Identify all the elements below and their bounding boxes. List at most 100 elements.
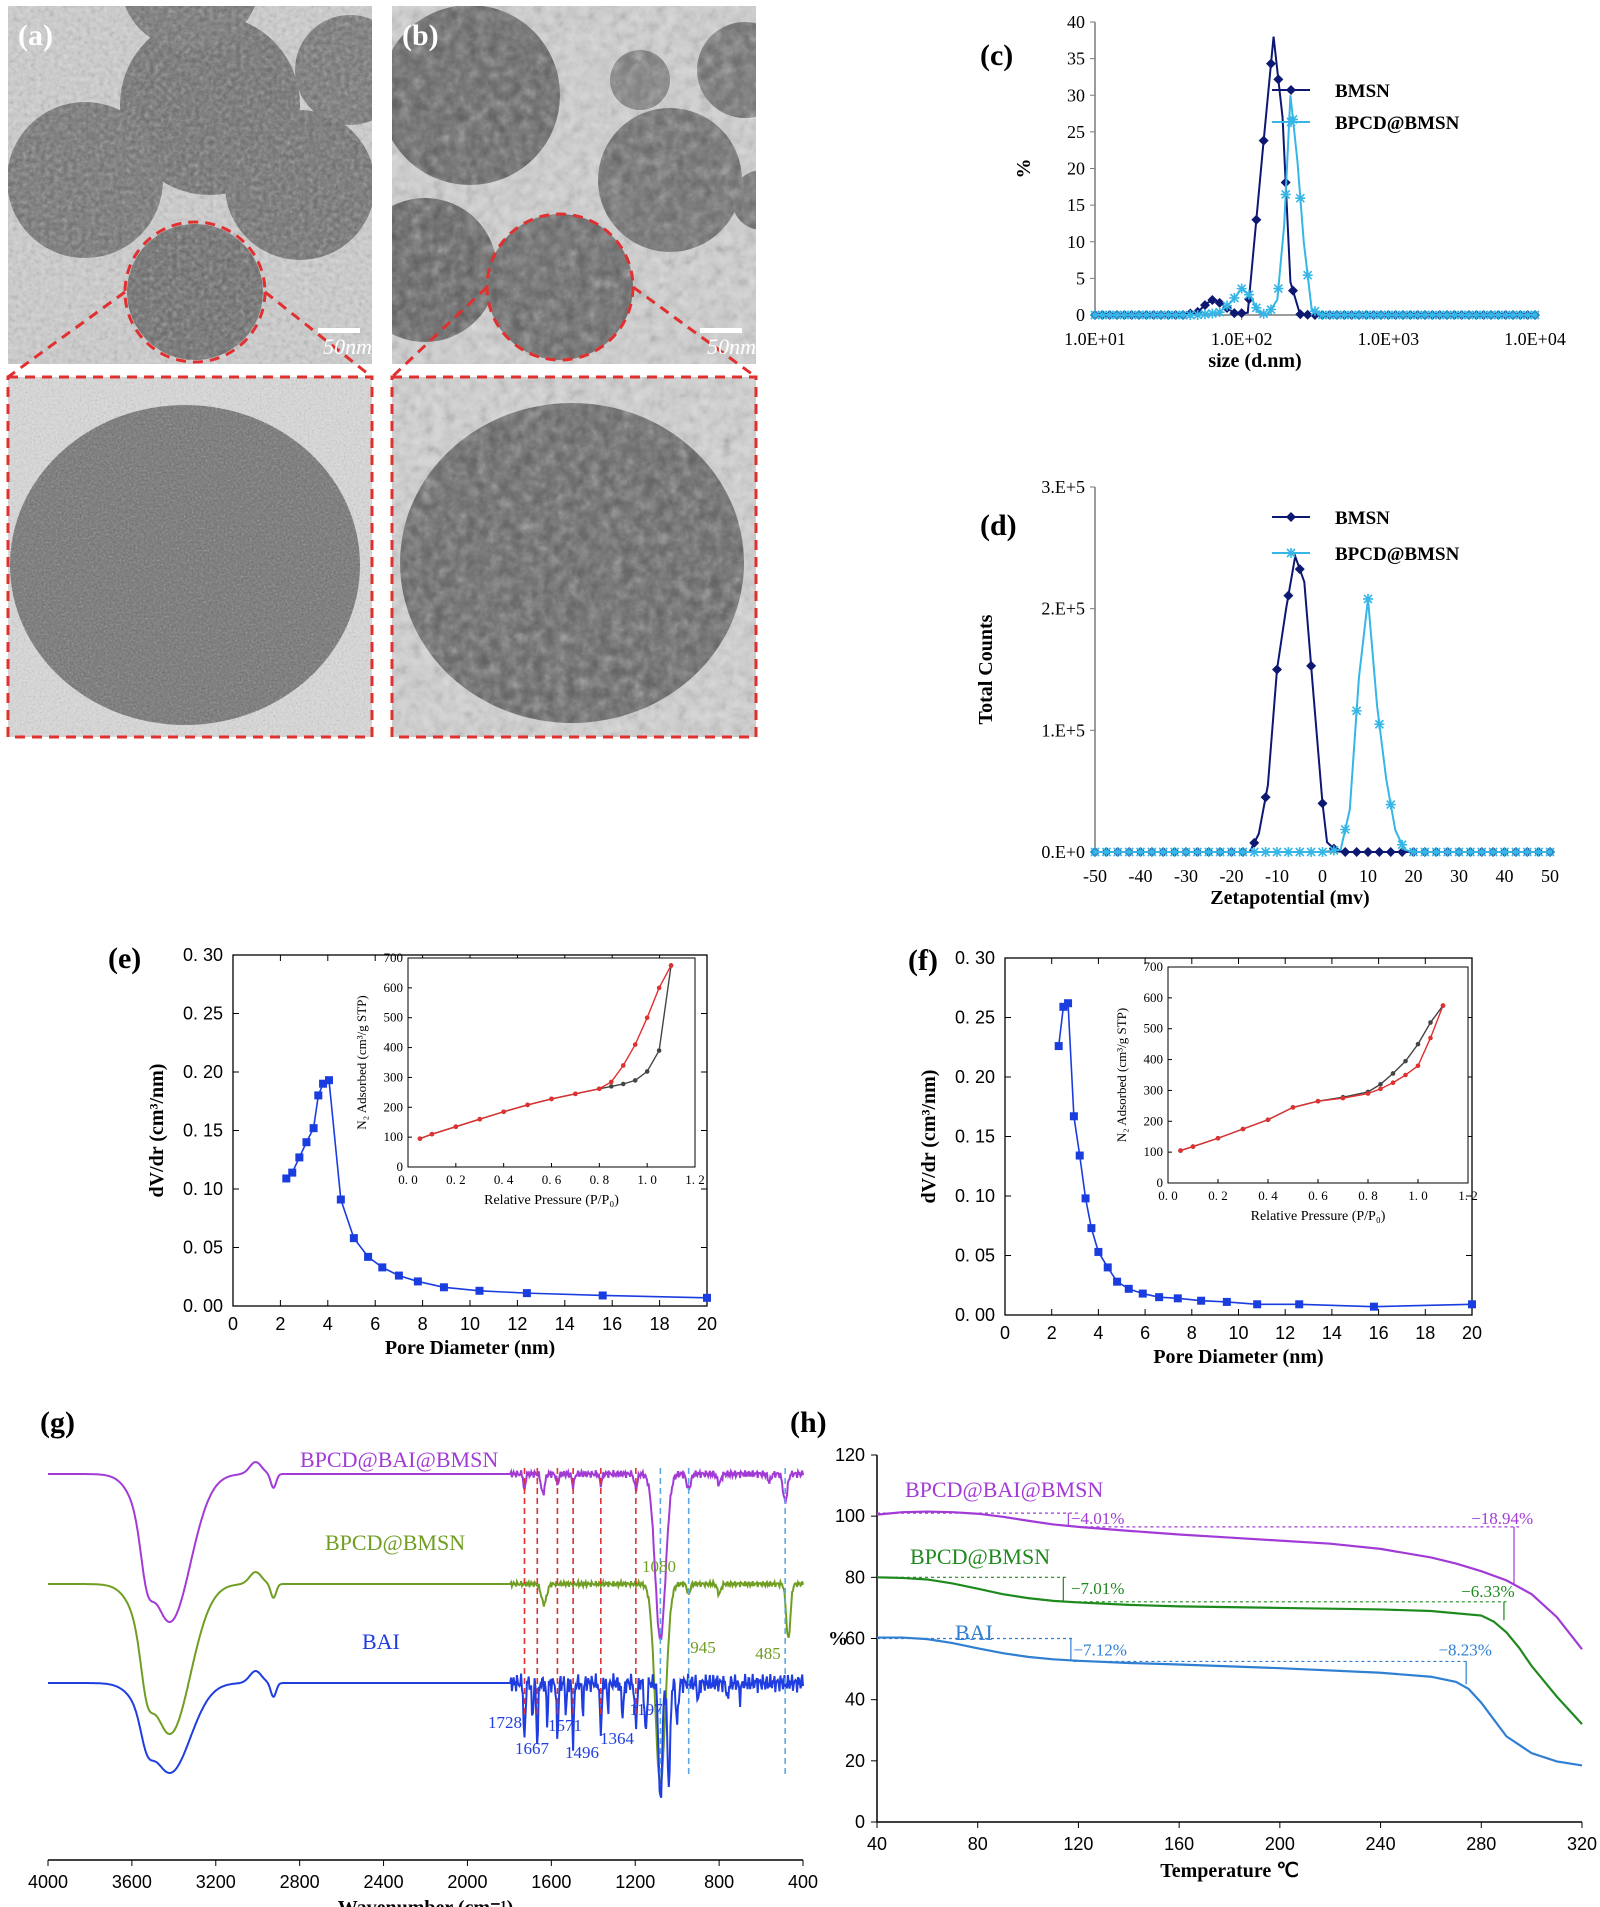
chart-e-pore-distribution: 0. 000. 050. 100. 150. 200. 250. 300 2 4 6 8… (146, 945, 717, 1359)
inset-x-tick-label: 0. 4 (494, 1172, 514, 1187)
tga-curve-bai (877, 1636, 1583, 1767)
y-tick-label: 80 (845, 1567, 865, 1587)
x-tick-label: 0 (1318, 866, 1327, 886)
data-point (364, 1252, 373, 1261)
x-tick-label: 400 (788, 1872, 818, 1892)
chart-d-zeta-potential: 0.E+0 1.E+5 2.E+5 3.E+5 -50 -40 -30 -20 -10 0 10 20… (975, 477, 1559, 909)
data-point (1253, 1300, 1262, 1309)
y-tick-label: 0. 20 (183, 1062, 223, 1082)
data-point (1317, 798, 1328, 809)
zoom-callout-b (390, 212, 758, 739)
inset-data-point (549, 1096, 554, 1102)
data-point (1222, 1297, 1231, 1306)
x-tick-label: 2800 (280, 1872, 320, 1892)
inset-x-tick-label: 0. 6 (1308, 1188, 1328, 1203)
inset-data-point (1378, 1086, 1383, 1092)
x-tick-label: 18 (650, 1314, 670, 1334)
data-point (1200, 300, 1210, 311)
x-tick-label: 1.0E+02 (1211, 329, 1273, 349)
data-point (1306, 847, 1317, 857)
tga-annotation: −18.94% (1471, 1509, 1533, 1528)
inset-data-point (477, 1116, 483, 1122)
data-point (1449, 310, 1460, 320)
data-point (1522, 847, 1533, 857)
data-point (1158, 847, 1169, 857)
data-point (1207, 295, 1218, 306)
data-point (1464, 310, 1474, 320)
peak-annotation: 1728 (488, 1713, 522, 1732)
data-point (1310, 306, 1320, 317)
series-label: BPCD@BMSN (910, 1544, 1050, 1569)
data-point (1236, 308, 1247, 319)
data-point (1351, 705, 1362, 716)
tga-curve-bpcd-bmsn (876, 1576, 1583, 1725)
inset-data-point (668, 963, 674, 968)
data-point (1064, 999, 1073, 1008)
data-point (1374, 847, 1385, 857)
inset-data-point (1365, 1091, 1371, 1096)
inset-y-tick-label: 400 (1144, 1052, 1164, 1067)
inset-y-tick-label: 600 (1144, 990, 1164, 1005)
y-tick-label: 0.E+0 (1041, 842, 1085, 862)
data-point (1354, 310, 1364, 320)
data-point (1178, 310, 1188, 320)
legend-marker (1286, 117, 1296, 127)
inset-data-point (1265, 1117, 1271, 1123)
data-point (1522, 310, 1533, 320)
data-point (1339, 310, 1350, 320)
data-point (1283, 590, 1294, 601)
data-point (1113, 1277, 1122, 1286)
data-point (1173, 1294, 1182, 1303)
data-point (1346, 310, 1357, 320)
x-tick-label: 0 (228, 1314, 238, 1334)
tem-image-a (8, 6, 372, 364)
peak-annotation: 1364 (600, 1729, 635, 1748)
y-tick-label: 0. 10 (183, 1179, 223, 1199)
data-point (1306, 660, 1317, 671)
data-point (1385, 799, 1396, 810)
inset-y-tick-label: 500 (384, 1010, 404, 1025)
data-point (1059, 1002, 1068, 1011)
x-tick-label: 1.0E+04 (1504, 329, 1566, 349)
inset-data-point (417, 1136, 423, 1141)
data-point (1508, 310, 1518, 320)
data-point (1328, 845, 1339, 856)
inset-data-point (632, 1078, 638, 1083)
data-point (1197, 1296, 1206, 1305)
x-tick-label: 120 (1063, 1834, 1093, 1854)
data-point (1412, 310, 1423, 320)
data-point (1363, 847, 1373, 857)
inset-x-tick-label: 0. 0 (1158, 1188, 1178, 1203)
data-point (1427, 310, 1438, 320)
x-tick-label: 10 (460, 1314, 480, 1334)
inset-data-point (1290, 1105, 1296, 1110)
x-tick-label: 2 (275, 1314, 285, 1334)
inset-data-point (1378, 1081, 1383, 1087)
data-point (1075, 1151, 1084, 1160)
series-label: BPCD@BAI@BMSN (905, 1477, 1103, 1502)
tga-annotation: −8.23% (1438, 1640, 1492, 1659)
data-point (598, 1291, 607, 1300)
data-point (1302, 270, 1313, 281)
inset-data-point (573, 1091, 578, 1097)
x-axis-title: Temperature ℃ (1160, 1860, 1299, 1882)
x-tick-label: 2 (1047, 1323, 1057, 1343)
x-tick-label: 20 (1405, 866, 1423, 886)
data-point (394, 1271, 403, 1280)
data-point (1090, 310, 1100, 320)
inset-y-title: N₂ Adsorbed (cm³/g STP) (354, 995, 369, 1129)
x-tick-label: 20 (1462, 1323, 1482, 1343)
data-point (1192, 309, 1203, 320)
y-tick-label: 0. 20 (955, 1067, 995, 1087)
y-tick-label: 35 (1067, 49, 1085, 69)
inset-x-title: Relative Pressure (P/P₀) (1251, 1209, 1386, 1224)
inset-data-point (1390, 1080, 1396, 1086)
data-point (1192, 847, 1203, 857)
data-point (1361, 310, 1372, 320)
data-point (1385, 847, 1396, 857)
legend-label: BPCD@BMSN (1335, 544, 1460, 565)
data-point (1533, 847, 1544, 857)
inset-data-point (656, 1048, 662, 1053)
chart-g-ftir: 4000 3600 3200 2800 2400 2000 1600 1200 800 400 Wa… (28, 1447, 818, 1907)
data-point (1499, 847, 1510, 857)
